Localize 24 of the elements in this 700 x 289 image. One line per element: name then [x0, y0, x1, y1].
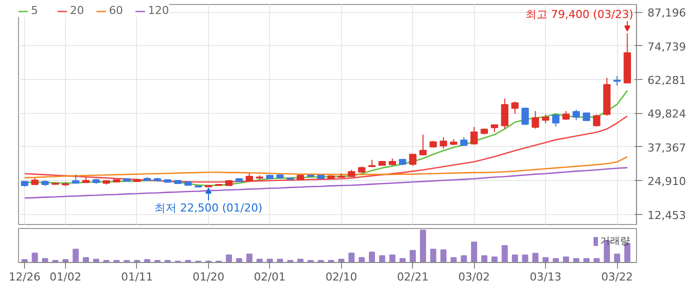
x-tick-label: 03/22: [601, 270, 633, 284]
annotation: 최저 22,500 (01/20): [154, 201, 262, 214]
x-tick-label: 02/10: [325, 270, 358, 284]
x-tick-label: 01/20: [192, 270, 224, 284]
legend-label: 20: [70, 4, 85, 17]
y-tick-label: 12,453: [648, 208, 686, 222]
legend-label: 거래량: [600, 235, 630, 248]
y-tick-label: 87,196: [648, 6, 686, 20]
legend-label: 120: [148, 4, 169, 17]
legend-label: 5: [31, 4, 39, 17]
y-tick-label: 37,367: [648, 141, 686, 154]
legend-label: 60: [109, 4, 124, 17]
x-tick-label: 03/02: [458, 270, 490, 284]
x-tick-label: 02/01: [254, 270, 286, 284]
x-tick-label: 02/21: [396, 270, 429, 284]
x-tick-label: 03/13: [530, 270, 562, 284]
y-tick-label: 62,281: [648, 74, 686, 88]
y-tick-label: 74,739: [648, 40, 686, 54]
x-tick-label: 12/26: [8, 270, 40, 284]
y-tick-label: 49,824: [648, 108, 686, 121]
x-tick-label: 01/02: [50, 270, 82, 284]
x-tick-label: 01/11: [121, 270, 153, 284]
annotation: 최고 79,400 (03/23): [526, 8, 634, 21]
y-tick-label: 24,910: [648, 175, 686, 188]
